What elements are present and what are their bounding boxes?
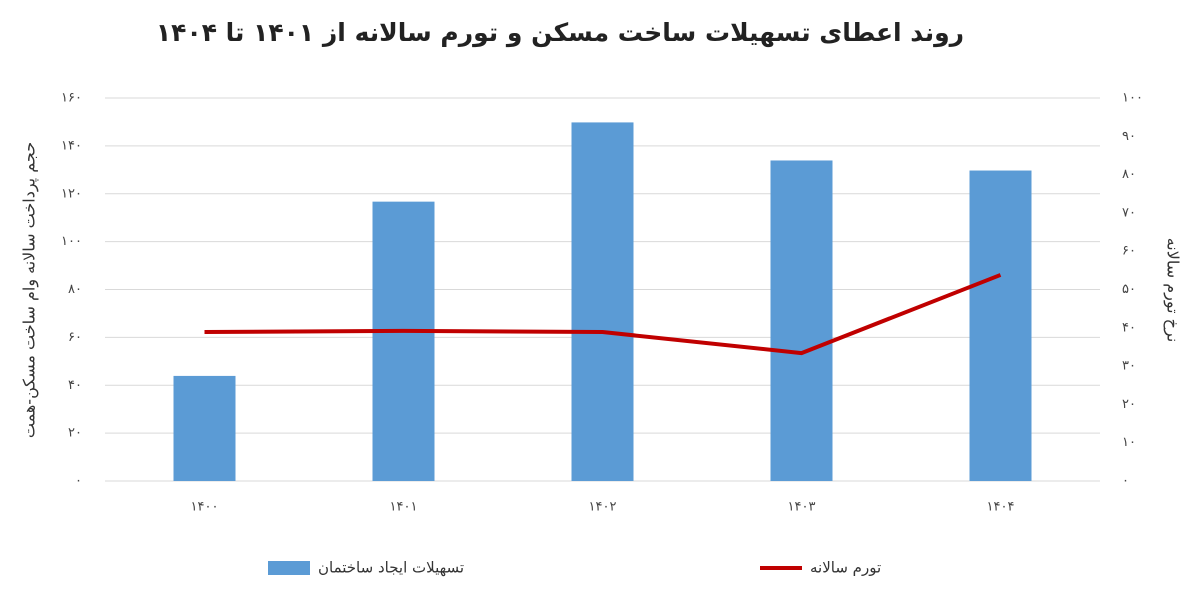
y2-tick-label: ۷۰	[1122, 205, 1136, 220]
y2-tick-label: ۶۰	[1122, 244, 1136, 259]
bar	[770, 160, 833, 481]
y-tick-label: ۴۰	[68, 378, 82, 393]
legend-label: تورم سالانه	[810, 559, 881, 577]
y2-tick-label: ۱۰	[1122, 435, 1136, 450]
y2-tick-label: ۳۰	[1122, 359, 1136, 374]
bar	[372, 201, 435, 482]
y2-tick-label: ۰	[1122, 474, 1129, 489]
y2-tick-label: ۱۰۰	[1122, 91, 1143, 106]
y-tick-label: ۱۶۰	[61, 91, 82, 106]
bar	[571, 122, 634, 481]
bar	[969, 170, 1032, 481]
legend-swatch	[268, 561, 310, 575]
y-tick-label: ۲۰	[68, 426, 82, 441]
x-tick-label: ۱۴۰۱	[390, 500, 418, 515]
chart-title: روند اعطای تسهیلات ساخت مسکن و تورم سالا…	[156, 18, 964, 48]
y2-tick-label: ۲۰	[1122, 397, 1136, 412]
y-tick-label: ۱۰۰	[61, 234, 82, 249]
x-tick-label: ۱۴۰۲	[589, 500, 617, 515]
bar	[173, 375, 236, 481]
y2-tick-label: ۵۰	[1122, 282, 1136, 297]
y-tick-label: ۰	[75, 474, 82, 489]
y-axis-title: حجم پرداخت سالانه وام ساخت مسکن-همت	[20, 142, 40, 438]
y-tick-label: ۱۴۰	[61, 138, 82, 153]
y2-axis-title: نرخ تورم سالانه	[1163, 238, 1183, 343]
y-tick-label: ۸۰	[68, 282, 82, 297]
line-series	[204, 273, 1002, 356]
y2-tick-label: ۹۰	[1122, 129, 1136, 144]
x-tick-label: ۱۴۰۴	[987, 500, 1015, 515]
x-tick-label: ۱۴۰۰	[191, 500, 219, 515]
legend-label: تسهیلات ایجاد ساختمان	[318, 559, 464, 577]
y2-tick-label: ۸۰	[1122, 167, 1136, 182]
y2-tick-label: ۴۰	[1122, 320, 1136, 335]
y-tick-label: ۱۲۰	[61, 186, 82, 201]
y-tick-label: ۶۰	[68, 330, 82, 345]
x-tick-label: ۱۴۰۳	[788, 500, 816, 515]
